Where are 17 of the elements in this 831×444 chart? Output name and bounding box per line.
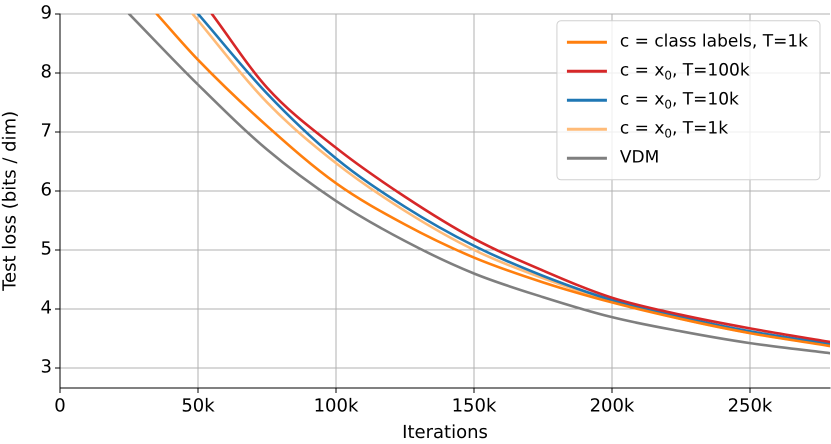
x-tick-label: 150k (452, 395, 497, 416)
legend-label: c = class labels, T=1k (620, 32, 808, 52)
y-tick-label: 5 (40, 238, 52, 260)
x-tick-label: 250k (728, 395, 773, 416)
y-tick-label: 3 (40, 356, 52, 378)
y-tick-label: 7 (40, 120, 52, 142)
legend-label: VDM (620, 148, 660, 168)
y-tick-label: 8 (40, 61, 52, 82)
y-axis-title: Test loss (bits / dim) (0, 110, 20, 292)
y-tick-label: 4 (40, 298, 52, 319)
x-tick-label: 0 (54, 395, 66, 416)
x-tick-label: 200k (590, 395, 635, 416)
x-tick-label: 100k (314, 395, 359, 416)
x-axis-title: Iterations (402, 422, 488, 443)
y-tick-label: 6 (40, 180, 52, 201)
x-tick-label: 50k (181, 395, 216, 416)
y-tick-label: 9 (40, 2, 52, 24)
